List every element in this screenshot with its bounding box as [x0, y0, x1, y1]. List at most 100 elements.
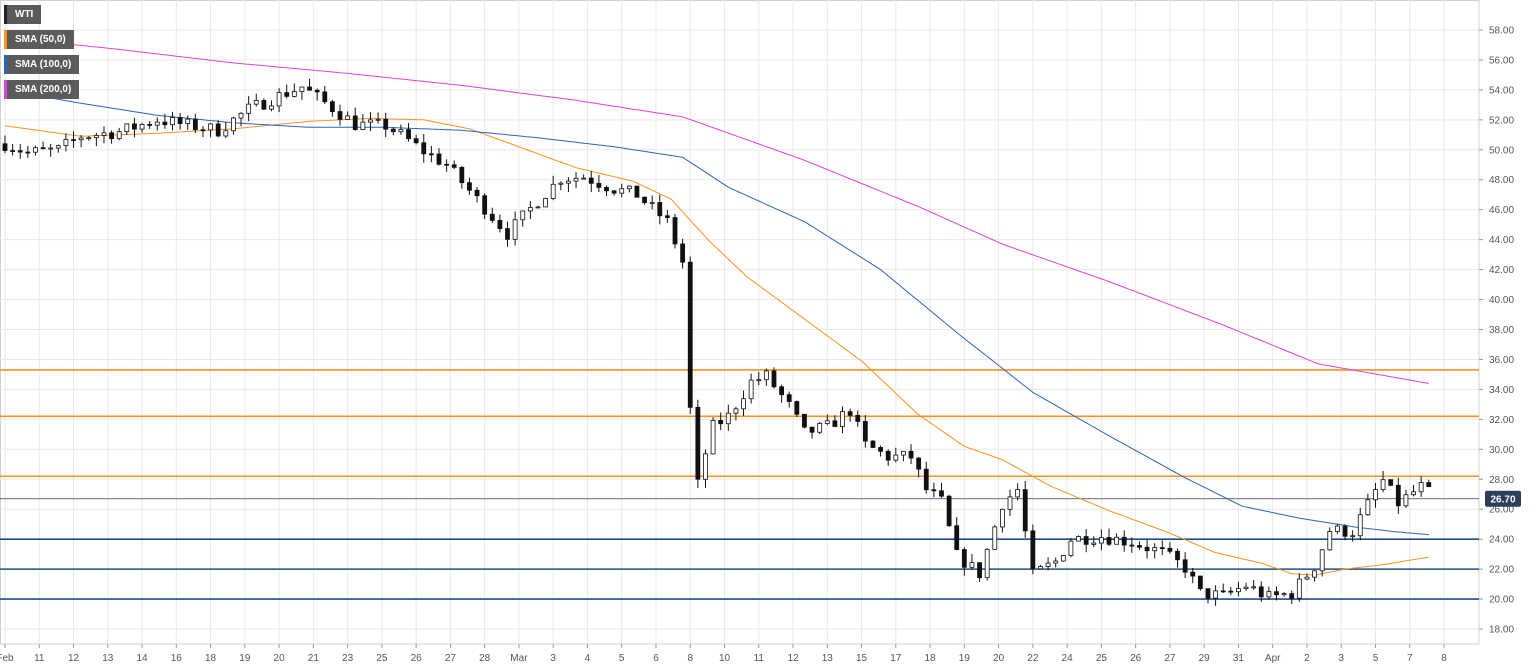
candle-body: [1304, 576, 1310, 580]
x-tick-label: 27: [1164, 653, 1176, 664]
candle-body: [1007, 496, 1013, 510]
candle-body: [535, 206, 541, 209]
candle-body: [1159, 547, 1165, 550]
candle-body: [307, 86, 312, 91]
candle-body: [1022, 489, 1028, 532]
candle-body: [1190, 571, 1196, 577]
candle-body: [870, 440, 876, 448]
legend-label: SMA (200,0): [7, 80, 80, 99]
candle-body: [756, 379, 762, 382]
sma-200-line: [4, 36, 1429, 384]
x-tick-label: 7: [1407, 653, 1413, 664]
candle-body: [611, 190, 617, 194]
candle-body: [1350, 535, 1356, 538]
candle-body: [375, 118, 381, 121]
candle-body: [672, 217, 678, 245]
candle-body: [192, 118, 198, 131]
candle-body: [253, 100, 259, 105]
plot-frame: [0, 0, 1480, 645]
x-tick-label: 17: [890, 653, 902, 664]
candle-body: [741, 398, 746, 410]
candle-body: [878, 447, 883, 452]
candle-body: [352, 115, 358, 130]
candle-body: [269, 105, 274, 110]
candle-body: [1228, 590, 1234, 593]
candle-body: [1274, 591, 1279, 596]
x-tick-label: 29: [1199, 653, 1211, 664]
candle-body: [558, 182, 564, 185]
x-tick-label: 19: [239, 653, 251, 664]
candle-body: [626, 185, 632, 190]
candle-body: [855, 414, 861, 422]
x-tick-label: 6: [653, 653, 659, 664]
candle-body: [1144, 546, 1150, 552]
x-tick-label: 21: [308, 653, 320, 664]
candle-body: [969, 562, 975, 568]
candle-body: [109, 132, 114, 140]
y-tick-label: 52.00: [1489, 115, 1514, 126]
sma-50-line: [4, 117, 1429, 576]
candle-body: [771, 370, 777, 388]
y-tick-label: 46.00: [1489, 205, 1514, 216]
x-tick-label: 5: [619, 653, 625, 664]
candle-body: [246, 103, 252, 114]
legend-item-sma-200: SMA (200,0): [4, 80, 80, 99]
candle-body: [406, 129, 411, 140]
x-tick-label: 8: [687, 653, 693, 664]
x-tick-label: 14: [136, 653, 148, 664]
candle-body: [1266, 591, 1272, 598]
candle-body: [368, 119, 373, 123]
candle-body: [231, 117, 236, 132]
candle-body: [390, 128, 396, 133]
grid: [0, 0, 1480, 645]
current-price-label: 26.70: [1490, 495, 1515, 506]
candle-body: [779, 386, 785, 396]
y-tick-label: 18.00: [1489, 625, 1514, 636]
candle-body: [817, 423, 823, 433]
chart-legend: WTI SMA (50,0) SMA (100,0) SMA (200,0): [4, 5, 80, 105]
candle-body: [398, 129, 404, 133]
sma-100-line: [4, 89, 1429, 536]
candle-body: [1098, 537, 1104, 544]
candle-body: [946, 495, 952, 527]
candle-body: [284, 92, 290, 97]
candle-body: [588, 177, 594, 184]
candle-body: [931, 489, 937, 492]
y-tick-label: 24.00: [1489, 535, 1514, 546]
x-tick-label: Feb: [0, 653, 14, 664]
candle-body: [162, 121, 168, 126]
candle-body: [383, 118, 389, 130]
candle-body: [733, 408, 739, 414]
candle-body: [954, 525, 960, 550]
x-tick-label: 11: [754, 653, 765, 664]
candle-body: [71, 139, 76, 141]
candle-body: [1068, 540, 1074, 556]
candle-body: [1175, 550, 1180, 561]
y-tick-label: 30.00: [1489, 445, 1514, 456]
candle-body: [1076, 536, 1081, 542]
y-tick-label: 26.00: [1489, 505, 1514, 516]
candle-body: [505, 228, 510, 240]
candle-body: [862, 421, 868, 442]
candle-body: [1365, 499, 1371, 516]
candle-body: [1129, 544, 1135, 547]
candle-body: [1197, 575, 1203, 590]
candle-body: [1357, 514, 1363, 537]
x-tick-label: 25: [376, 653, 388, 664]
candle-body: [17, 150, 23, 153]
candle-body: [581, 177, 587, 180]
current-price-tag: [1485, 490, 1521, 507]
candle-body: [786, 394, 792, 402]
legend-label: WTI: [7, 5, 42, 24]
candle-body: [10, 150, 16, 152]
candle-body: [1388, 479, 1394, 486]
candle-body: [1342, 525, 1348, 537]
candle-body: [1030, 530, 1036, 570]
candle-body: [1426, 482, 1432, 488]
y-tick-label: 22.00: [1489, 565, 1514, 576]
candle-body: [802, 413, 807, 428]
candle-body: [1015, 489, 1021, 498]
legend-swatch: [4, 80, 7, 99]
x-tick-label: Mar: [510, 653, 528, 664]
